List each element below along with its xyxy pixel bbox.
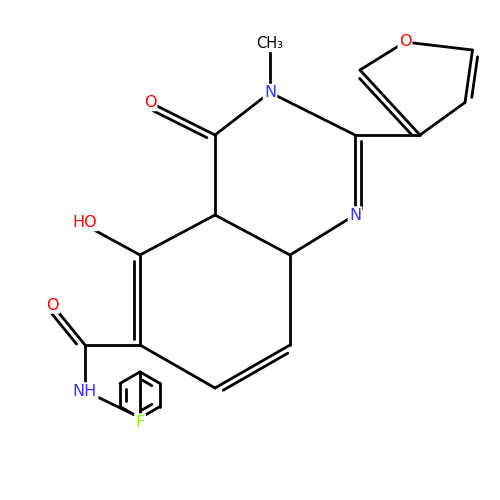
Text: CH₃: CH₃: [256, 36, 283, 51]
Text: O: O: [46, 298, 59, 312]
Text: NH: NH: [73, 384, 97, 398]
Text: F: F: [136, 414, 144, 430]
Text: N: N: [349, 208, 361, 222]
Text: N: N: [264, 85, 276, 100]
Text: HO: HO: [72, 215, 98, 230]
Text: O: O: [399, 34, 411, 50]
Text: O: O: [144, 95, 156, 110]
